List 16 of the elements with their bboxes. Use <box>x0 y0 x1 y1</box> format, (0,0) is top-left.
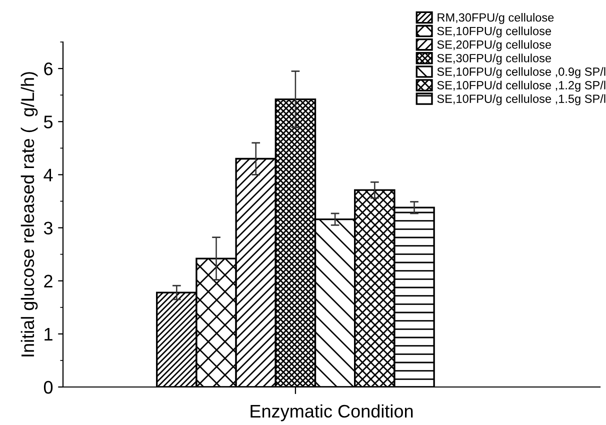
y-tick-label: 3 <box>44 222 52 234</box>
y-axis-title: Initial glucose released rate ( g/L/h) <box>20 72 38 356</box>
legend-label: SE,10FPU/g cellulose ,1.5g SP/l <box>437 94 606 106</box>
x-axis-title: Enzymatic Condition <box>250 404 413 422</box>
y-tick-label: 1 <box>44 328 52 340</box>
legend-label: SE,30FPU/g cellulose <box>437 54 552 65</box>
y-tick-label: 2 <box>44 274 52 288</box>
legend-label: SE,10FPU/g cellulose ,0.9g SP/l <box>437 67 606 78</box>
y-tick-label: 5 <box>44 116 53 128</box>
legend-label: SE,10FPU/g cellulose <box>437 26 552 38</box>
y-tick-label: 4 <box>44 168 53 182</box>
legend-label: RM,30FPU/g cellulose <box>438 12 554 24</box>
legend-label: SE,20FPU/g cellulose <box>437 40 552 52</box>
legend-label: SE,10FPU/d cellulose ,1.2g SP/l <box>437 80 606 92</box>
y-tick-label: 6 <box>44 62 52 76</box>
y-tick-label: 0 <box>44 380 53 394</box>
